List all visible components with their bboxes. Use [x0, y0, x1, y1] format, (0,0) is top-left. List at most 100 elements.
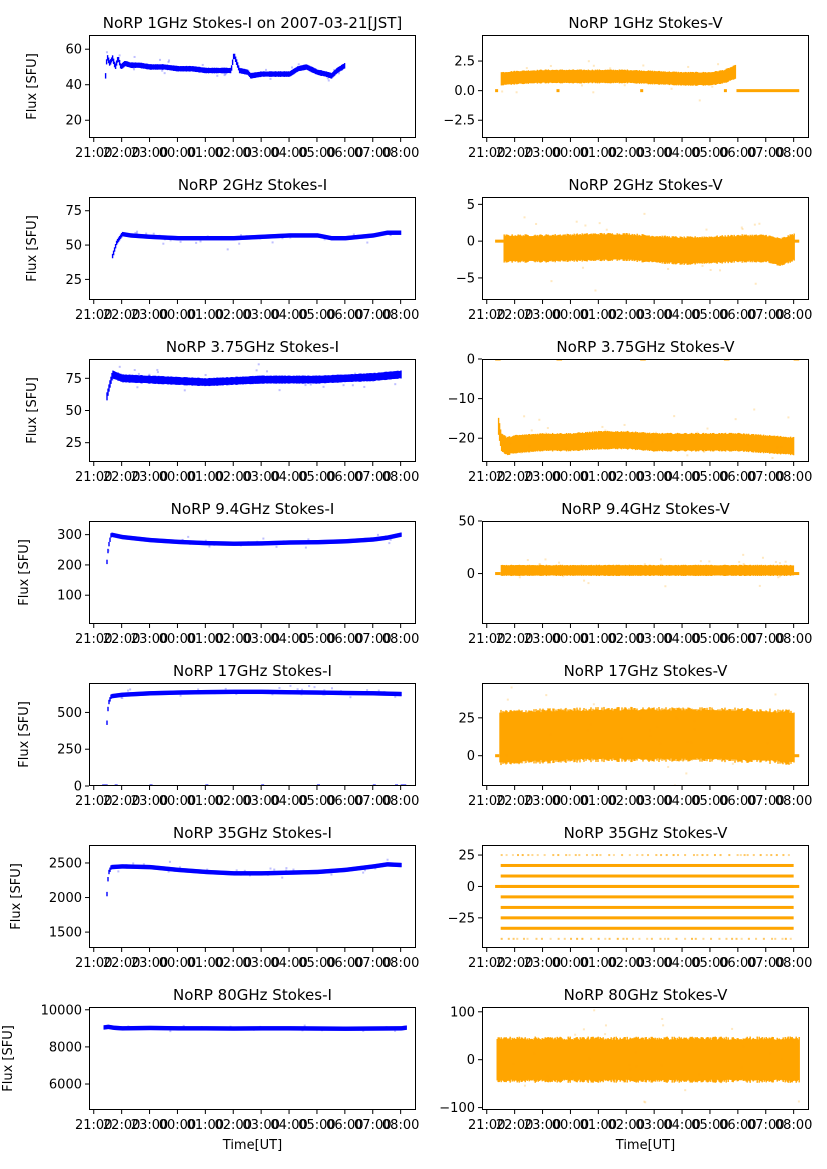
outlier-point [769, 1052, 772, 1055]
data-column [537, 70, 540, 83]
data-column [170, 65, 173, 71]
data-column [523, 1038, 525, 1081]
data-column [583, 707, 585, 762]
outlier-point [509, 442, 512, 445]
data-column [179, 377, 181, 385]
data-column [739, 564, 742, 576]
outlier-point [387, 536, 390, 539]
data-column [335, 539, 337, 544]
data-column [591, 565, 594, 576]
data-column [303, 690, 305, 695]
data-column [262, 689, 264, 695]
data-column [291, 69, 294, 75]
data-column [675, 236, 677, 265]
data-column [690, 1036, 692, 1083]
sparse-point [552, 854, 555, 857]
data-column [558, 234, 560, 262]
data-column [704, 708, 706, 761]
data-column [763, 565, 766, 576]
data-column [365, 373, 367, 382]
outlier-point [518, 71, 521, 74]
data-column [687, 1039, 689, 1080]
data-column [302, 375, 304, 384]
data-column [664, 565, 667, 576]
data-column [258, 541, 260, 546]
data-column [348, 1026, 350, 1031]
data-column [302, 64, 305, 71]
data-column [505, 234, 507, 263]
data-column [259, 871, 261, 876]
data-column [220, 1026, 222, 1031]
data-column [567, 1036, 569, 1083]
data-column [790, 234, 792, 262]
data-column [653, 707, 655, 762]
data-column [112, 370, 114, 379]
data-column [754, 1038, 756, 1081]
data-column [172, 65, 175, 71]
data-column [751, 434, 754, 453]
outlier-point [562, 575, 565, 578]
data-column [262, 234, 265, 239]
data-column [272, 375, 274, 384]
x-tick-label: 05:00 [691, 146, 728, 161]
data-column [684, 237, 686, 264]
data-column [152, 234, 155, 240]
data-column [734, 433, 737, 452]
outlier-point [544, 558, 547, 561]
data-column [624, 234, 626, 260]
data-column [396, 370, 398, 379]
outlier-point [117, 870, 120, 873]
data-column [366, 537, 368, 543]
data-column [778, 565, 781, 576]
data-column [534, 234, 536, 263]
data-column [187, 377, 189, 386]
outlier-point [655, 78, 658, 81]
data-column [539, 433, 542, 452]
outlier-point [281, 876, 284, 879]
data-column [647, 708, 649, 761]
y-tick-label: −20 [448, 432, 475, 447]
data-column [503, 435, 506, 454]
level-line [500, 895, 794, 899]
x-tick-label: 02:00 [608, 146, 645, 161]
outlier-point [303, 1026, 306, 1029]
data-column [381, 231, 384, 236]
data-column [676, 237, 678, 264]
data-column [599, 565, 602, 576]
data-column [781, 436, 784, 454]
data-column [367, 373, 369, 382]
data-column [125, 1026, 127, 1031]
data-column [345, 539, 347, 544]
data-column [220, 67, 223, 74]
outlier-point [147, 538, 150, 541]
outlier-point [126, 866, 129, 869]
data-column [340, 690, 342, 696]
data-column [111, 372, 113, 381]
data-column [131, 233, 134, 238]
data-column [195, 378, 197, 386]
data-column [660, 433, 663, 451]
outlier-point [197, 688, 200, 691]
y-tick-label: 0 [467, 749, 475, 764]
data-column [727, 1037, 729, 1082]
data-column [606, 233, 608, 261]
data-column [225, 377, 227, 385]
data-column [575, 433, 578, 451]
data-column [245, 689, 247, 695]
data-column [398, 1026, 400, 1031]
data-column [326, 690, 328, 695]
data-column [755, 711, 757, 761]
data-column [630, 564, 633, 576]
data-column [182, 539, 184, 545]
data-column [529, 1039, 531, 1081]
data-column [644, 71, 647, 84]
data-column [189, 66, 192, 72]
data-column [220, 689, 222, 695]
data-column [576, 565, 579, 576]
data-column [626, 709, 628, 760]
outlier-point [685, 567, 688, 570]
data-column [773, 1039, 775, 1081]
data-column [580, 564, 583, 576]
data-column [124, 692, 126, 697]
data-column [592, 565, 595, 576]
